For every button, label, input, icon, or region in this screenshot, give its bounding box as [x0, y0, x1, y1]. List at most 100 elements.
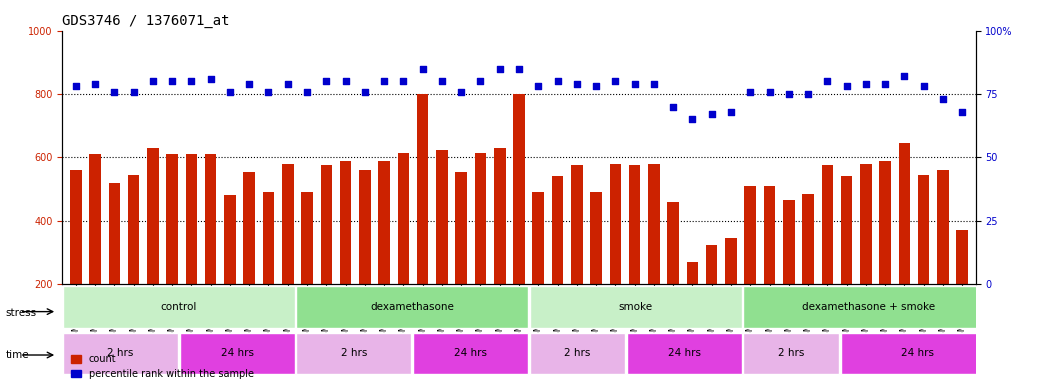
Bar [339, 161, 351, 348]
Point [530, 83, 547, 89]
Point [183, 78, 199, 84]
Text: stress: stress [5, 308, 36, 318]
Bar [956, 230, 968, 348]
Point [491, 66, 508, 72]
FancyBboxPatch shape [627, 333, 741, 374]
Point [877, 81, 894, 87]
Text: time: time [5, 350, 29, 360]
Bar [937, 170, 949, 348]
Bar [609, 164, 621, 348]
Point [722, 109, 739, 115]
Bar [706, 245, 717, 348]
Bar [744, 186, 756, 348]
Point [453, 88, 469, 94]
Bar [726, 238, 737, 348]
Point [646, 81, 662, 87]
Bar [532, 192, 544, 348]
FancyBboxPatch shape [297, 333, 411, 374]
Bar [263, 192, 274, 348]
FancyBboxPatch shape [63, 333, 177, 374]
FancyBboxPatch shape [180, 333, 295, 374]
Text: 24 hrs: 24 hrs [901, 348, 934, 358]
Legend: count, percentile rank within the sample: count, percentile rank within the sample [67, 350, 257, 383]
Bar [378, 161, 390, 348]
Bar [89, 154, 101, 348]
Text: 2 hrs: 2 hrs [107, 348, 134, 358]
Point [202, 76, 219, 82]
Point [761, 88, 777, 94]
FancyBboxPatch shape [743, 286, 994, 328]
Point [434, 78, 450, 84]
Bar [918, 175, 929, 348]
Bar [841, 176, 852, 348]
Bar [879, 161, 891, 348]
Point [819, 78, 836, 84]
Bar [398, 153, 409, 348]
Point [144, 78, 161, 84]
Point [665, 104, 682, 110]
FancyBboxPatch shape [297, 286, 527, 328]
Bar [70, 170, 82, 348]
FancyBboxPatch shape [743, 333, 839, 374]
Point [126, 88, 142, 94]
Bar [899, 143, 910, 348]
FancyBboxPatch shape [413, 333, 527, 374]
FancyBboxPatch shape [529, 286, 741, 328]
Bar [456, 172, 467, 348]
Text: 24 hrs: 24 hrs [221, 348, 253, 358]
Bar [821, 166, 834, 348]
Bar [494, 148, 506, 348]
Point [414, 66, 431, 72]
Bar [244, 172, 255, 348]
Point [839, 83, 855, 89]
Bar [224, 195, 236, 348]
Bar [417, 94, 429, 348]
Text: 2 hrs: 2 hrs [777, 348, 804, 358]
Point [376, 78, 392, 84]
Point [781, 91, 797, 97]
Point [549, 78, 566, 84]
Point [87, 81, 104, 87]
Bar [552, 176, 564, 348]
Text: 2 hrs: 2 hrs [564, 348, 591, 358]
Point [472, 78, 489, 84]
Point [106, 88, 122, 94]
Bar [783, 200, 794, 348]
Bar [128, 175, 139, 348]
Text: control: control [161, 302, 197, 312]
Point [164, 78, 181, 84]
Text: 24 hrs: 24 hrs [454, 348, 487, 358]
Point [241, 81, 257, 87]
Bar [571, 166, 582, 348]
Point [318, 78, 334, 84]
Bar [474, 153, 486, 348]
Point [704, 111, 720, 118]
Bar [359, 170, 371, 348]
Bar [629, 166, 640, 348]
Bar [861, 164, 872, 348]
Bar [166, 154, 177, 348]
Point [799, 91, 816, 97]
Point [954, 109, 971, 115]
Text: 2 hrs: 2 hrs [340, 348, 367, 358]
Point [356, 88, 373, 94]
Bar [667, 202, 679, 348]
Bar [147, 148, 159, 348]
Point [279, 81, 296, 87]
Text: dexamethasone + smoke: dexamethasone + smoke [802, 302, 935, 312]
Bar [321, 166, 332, 348]
Point [569, 81, 585, 87]
FancyBboxPatch shape [841, 333, 994, 374]
Bar [282, 164, 294, 348]
Point [626, 81, 643, 87]
Point [607, 78, 624, 84]
Point [511, 66, 527, 72]
Bar [591, 192, 602, 348]
Point [916, 83, 932, 89]
Point [395, 78, 412, 84]
Bar [301, 192, 312, 348]
Text: 24 hrs: 24 hrs [667, 348, 701, 358]
Bar [204, 154, 217, 348]
Text: smoke: smoke [619, 302, 653, 312]
Bar [186, 154, 197, 348]
